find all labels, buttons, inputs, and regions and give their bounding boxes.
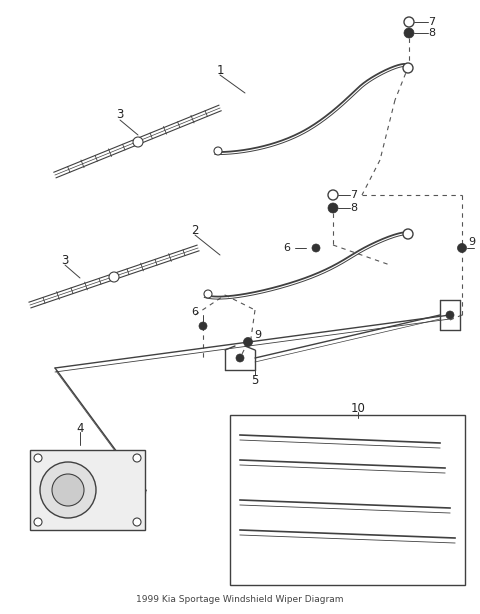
Text: 8: 8 <box>429 28 435 38</box>
Bar <box>30 450 145 530</box>
Circle shape <box>403 63 413 73</box>
Circle shape <box>457 244 467 252</box>
Circle shape <box>109 272 119 282</box>
Text: 7: 7 <box>350 190 358 200</box>
Circle shape <box>214 147 222 155</box>
Circle shape <box>328 190 338 200</box>
Text: 6: 6 <box>192 307 199 317</box>
Text: 10: 10 <box>350 402 365 414</box>
Text: 1: 1 <box>216 63 224 77</box>
Text: 7: 7 <box>429 17 435 27</box>
Text: 2: 2 <box>191 223 199 236</box>
Circle shape <box>40 462 96 518</box>
Circle shape <box>328 203 338 213</box>
Circle shape <box>199 322 207 330</box>
Circle shape <box>52 474 84 506</box>
Circle shape <box>133 137 143 147</box>
Circle shape <box>34 518 42 526</box>
Text: 5: 5 <box>252 373 259 386</box>
Circle shape <box>133 454 141 462</box>
Text: 8: 8 <box>350 203 358 213</box>
Text: 4: 4 <box>76 421 84 435</box>
Text: 3: 3 <box>61 254 69 266</box>
Circle shape <box>34 454 42 462</box>
Circle shape <box>204 290 212 298</box>
Text: 3: 3 <box>116 109 124 122</box>
Text: 9: 9 <box>254 330 262 340</box>
Text: 9: 9 <box>468 237 476 247</box>
Text: 1999 Kia Sportage Windshield Wiper Diagram: 1999 Kia Sportage Windshield Wiper Diagr… <box>136 596 344 605</box>
Circle shape <box>312 244 320 252</box>
Circle shape <box>236 354 244 362</box>
Circle shape <box>404 17 414 27</box>
Bar <box>230 415 465 585</box>
Circle shape <box>403 229 413 239</box>
Circle shape <box>243 338 252 346</box>
Circle shape <box>404 28 414 38</box>
Text: 6: 6 <box>283 243 290 253</box>
Circle shape <box>133 518 141 526</box>
Circle shape <box>446 311 454 319</box>
